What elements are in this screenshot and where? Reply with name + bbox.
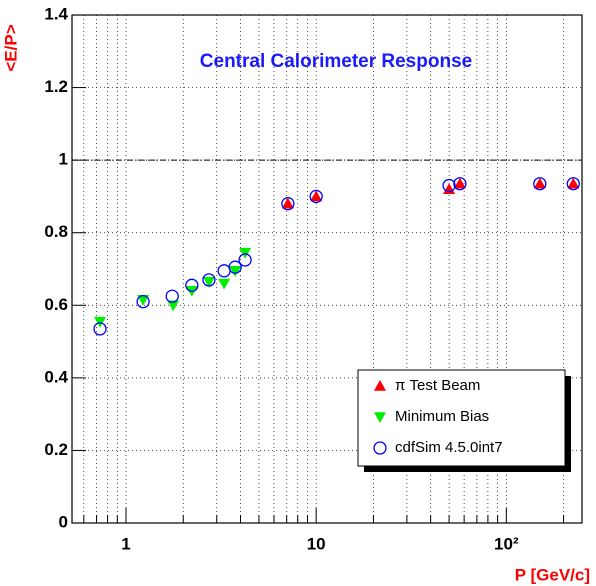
data-point — [310, 190, 323, 202]
plot-frame — [71, 14, 583, 524]
legend-label: π Test Beam — [395, 377, 480, 394]
data-point — [229, 266, 242, 277]
x-tick-label: 1 — [121, 534, 130, 553]
data-point — [165, 289, 179, 303]
x-axis-label: P [GeV/c] — [515, 565, 590, 584]
data-point — [93, 322, 107, 336]
y-tick-label: 1.4 — [44, 4, 68, 23]
legend-label: Minimum Bias — [395, 408, 489, 425]
data-point — [218, 278, 231, 290]
y-tick-label: 0.8 — [44, 222, 68, 241]
data-point — [442, 178, 456, 193]
data-point — [136, 295, 150, 309]
data-point — [281, 197, 295, 211]
x-tick-label: 10² — [494, 534, 519, 553]
legend-marker — [374, 412, 386, 423]
x-tick-label: 10 — [307, 534, 326, 553]
data-point — [185, 278, 199, 292]
legend: π Test Beam Minimum Bias cdfSim 4.5.0int7 — [357, 369, 571, 472]
legend-marker — [374, 380, 386, 391]
data-point — [566, 177, 580, 191]
data-point — [567, 177, 580, 189]
legend-box — [357, 369, 566, 467]
y-tick-label: 0.4 — [44, 367, 68, 386]
data-point — [239, 247, 252, 259]
y-tick-label: 0 — [59, 512, 68, 531]
data-point — [167, 300, 180, 312]
data-point — [533, 177, 547, 191]
data-point — [202, 273, 216, 287]
data-point — [238, 253, 252, 267]
y-axis-label: <E/P> — [1, 24, 20, 71]
y-tick-label: 0.6 — [44, 295, 68, 314]
data-point — [453, 177, 467, 191]
legend-label: cdfSim 4.5.0int7 — [395, 439, 503, 456]
legend-marker — [373, 441, 387, 455]
y-tick-label: 0.2 — [44, 440, 68, 459]
y-tick-label: 1.2 — [44, 77, 68, 96]
data-point — [533, 177, 546, 189]
data-point — [309, 189, 323, 204]
data-point — [137, 295, 150, 306]
data-point — [228, 260, 242, 274]
chart-title: Central Calorimeter Response — [200, 51, 472, 72]
data-point — [281, 197, 294, 209]
data-point — [202, 276, 215, 288]
data-point — [453, 177, 466, 189]
data-point — [94, 316, 107, 328]
y-tick-label: 1 — [59, 150, 68, 169]
